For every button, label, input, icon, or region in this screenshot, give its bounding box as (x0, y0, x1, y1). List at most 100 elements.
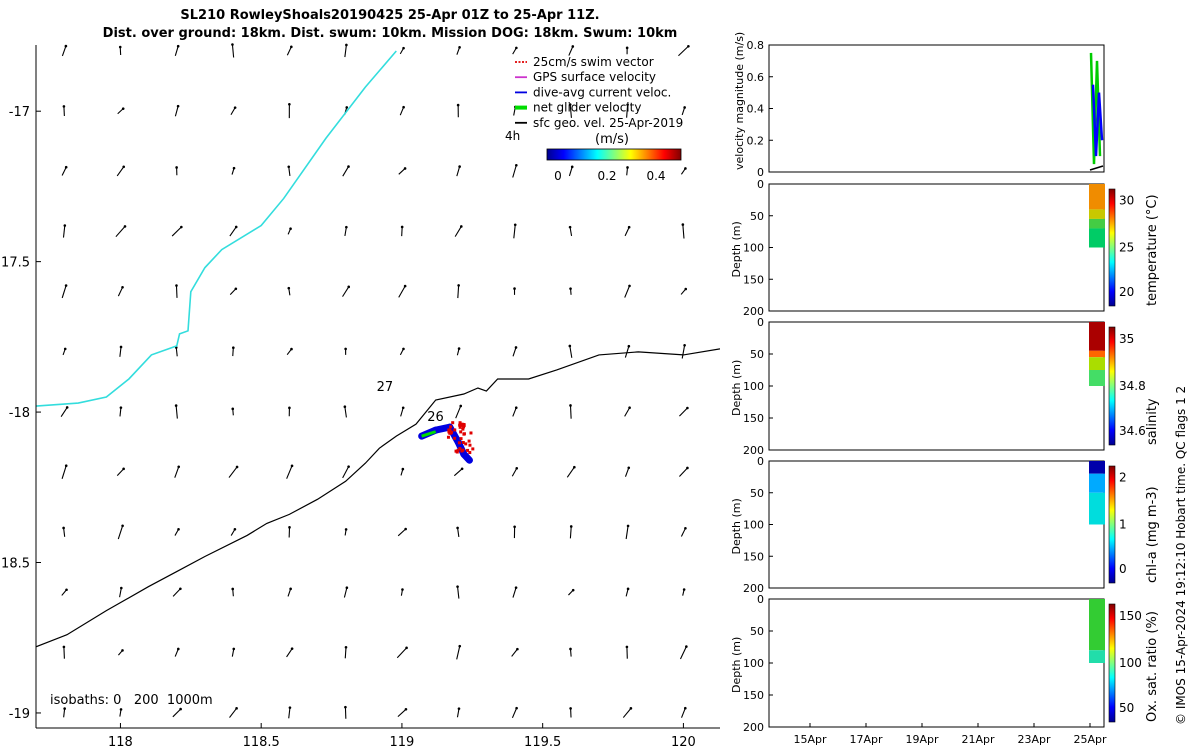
velocity-arrow (453, 468, 463, 477)
chart-subtitle: Dist. over ground: 18km. Dist. swum: 10k… (102, 26, 678, 41)
velocity-arrow (61, 465, 67, 479)
velocity-arrow-head (64, 44, 68, 48)
velocity-arrow-head (628, 406, 631, 410)
velocity-arrow-head (456, 103, 460, 107)
velocity-arrow (116, 468, 125, 477)
velocity-arrow-head (344, 645, 348, 649)
velocity-arrow-head (288, 526, 291, 529)
velocity-arrow (397, 708, 407, 718)
profile-data-block (1089, 473, 1105, 493)
map-x-tick-label: 118.5 (243, 735, 280, 750)
velocity-arrow-head (400, 225, 404, 229)
map-x-tick-label: 119.5 (524, 735, 561, 750)
velocity-arrow-head (401, 588, 404, 591)
panel-colorbar (1108, 326, 1116, 446)
velocity-arrow-head (405, 646, 408, 650)
velocity-arrow-head (513, 223, 517, 227)
legend-label: net glider velocity (533, 101, 641, 115)
dive-avg-current-segment (460, 450, 473, 464)
velocity-arrow (678, 467, 688, 477)
velocity-arrow (569, 526, 572, 539)
velocity-arrow-head (456, 526, 459, 530)
velocity-arrow (344, 44, 347, 58)
velocity-arrow-head (684, 287, 688, 291)
velocity-arrow (398, 285, 406, 298)
velocity-arrow-head (458, 165, 461, 168)
swim-vector-mark (458, 421, 462, 425)
velocity-arrow-head (404, 707, 408, 711)
colorbar-tick-label: 1 (1119, 518, 1127, 532)
swim-vector-mark (448, 428, 452, 432)
velocity-arrow-head (119, 708, 123, 711)
depth-tick-label: 0 (757, 593, 764, 606)
velocity-arrow (172, 708, 182, 718)
depth-tick-label: 200 (743, 444, 764, 457)
swim-vector-mark (459, 430, 463, 434)
velocity-arrow-head (402, 347, 405, 351)
velocity-arrow (172, 588, 181, 597)
velocity-arrow-head (568, 103, 572, 106)
velocity-arrow-head (513, 287, 516, 290)
velocity-arrow-head (232, 166, 236, 170)
swim-vector-mark (466, 448, 470, 452)
velocity-arrow (680, 528, 686, 537)
velocity-arrow (174, 106, 179, 117)
velocity-arrow-head (179, 707, 182, 711)
depth-ylabel: Depth (m) (730, 498, 743, 554)
map-x-tick-label: 119 (390, 735, 415, 750)
profile-data-block (1089, 184, 1105, 210)
velocity-arrow (230, 107, 236, 116)
velocity-arrow (399, 106, 405, 116)
velocity-arrow-head (122, 467, 125, 471)
velocity-arrow-head (687, 44, 690, 48)
velocity-arrow-head (403, 167, 407, 170)
colorbar-tick: 0.4 (646, 169, 665, 183)
velocity-arrow-head (177, 527, 180, 531)
date-tick-label: 25Apr (1073, 733, 1107, 746)
depth-tick-label: 100 (743, 657, 764, 670)
velocity-arrow-head (289, 227, 292, 231)
velocity-arrow (456, 708, 460, 718)
swim-vector-mark (468, 451, 472, 455)
velocity-arrow (231, 648, 235, 657)
velocity-arrow-head (235, 707, 238, 710)
velocity-arrow (512, 587, 517, 598)
velocity-arrow-head (176, 647, 180, 651)
velocity-arrow-head (569, 404, 572, 407)
velocity-arrow (400, 407, 404, 417)
swim-vector-mark (464, 442, 468, 446)
velocity-arrow-head (347, 285, 351, 289)
velocity-arrow-head (175, 166, 178, 169)
depth-tick-label: 50 (750, 487, 764, 500)
colorbar-label: chl-a (mg m-3) (1145, 486, 1160, 583)
velocity-arrow (119, 407, 122, 417)
velocity-arrow (63, 527, 66, 537)
velocity-arrow-head (343, 405, 347, 409)
velocity-arrow (171, 226, 182, 237)
velocity-arrow (174, 648, 179, 657)
velocity-arrow-head (288, 706, 292, 709)
depth-tick-label: 200 (743, 305, 764, 318)
velocity-arrow-head (121, 649, 124, 652)
velocity-arrow-head (626, 524, 630, 528)
panel-colorbar (1108, 603, 1116, 723)
velocity-arrow (342, 286, 350, 297)
depth-tick-label: 0 (757, 178, 764, 191)
depth-axes (768, 598, 1105, 728)
velocity-arrow-head (402, 105, 405, 109)
colorbar-tick-label: 50 (1119, 701, 1134, 715)
depth-tick-label: 200 (743, 721, 764, 734)
velocity-arrow-head (569, 647, 572, 651)
velocity-arrow-head (626, 103, 629, 106)
velocity-arrow (681, 107, 686, 116)
velocity-arrow-head (63, 224, 67, 227)
velocity-arrow-head (233, 106, 237, 109)
swim-vector-mark (459, 437, 463, 441)
swim-vector-mark (447, 430, 451, 434)
depth-ylabel: Depth (m) (730, 360, 743, 416)
velocity-arrow (569, 345, 573, 358)
depth-tick-label: 50 (750, 348, 764, 361)
